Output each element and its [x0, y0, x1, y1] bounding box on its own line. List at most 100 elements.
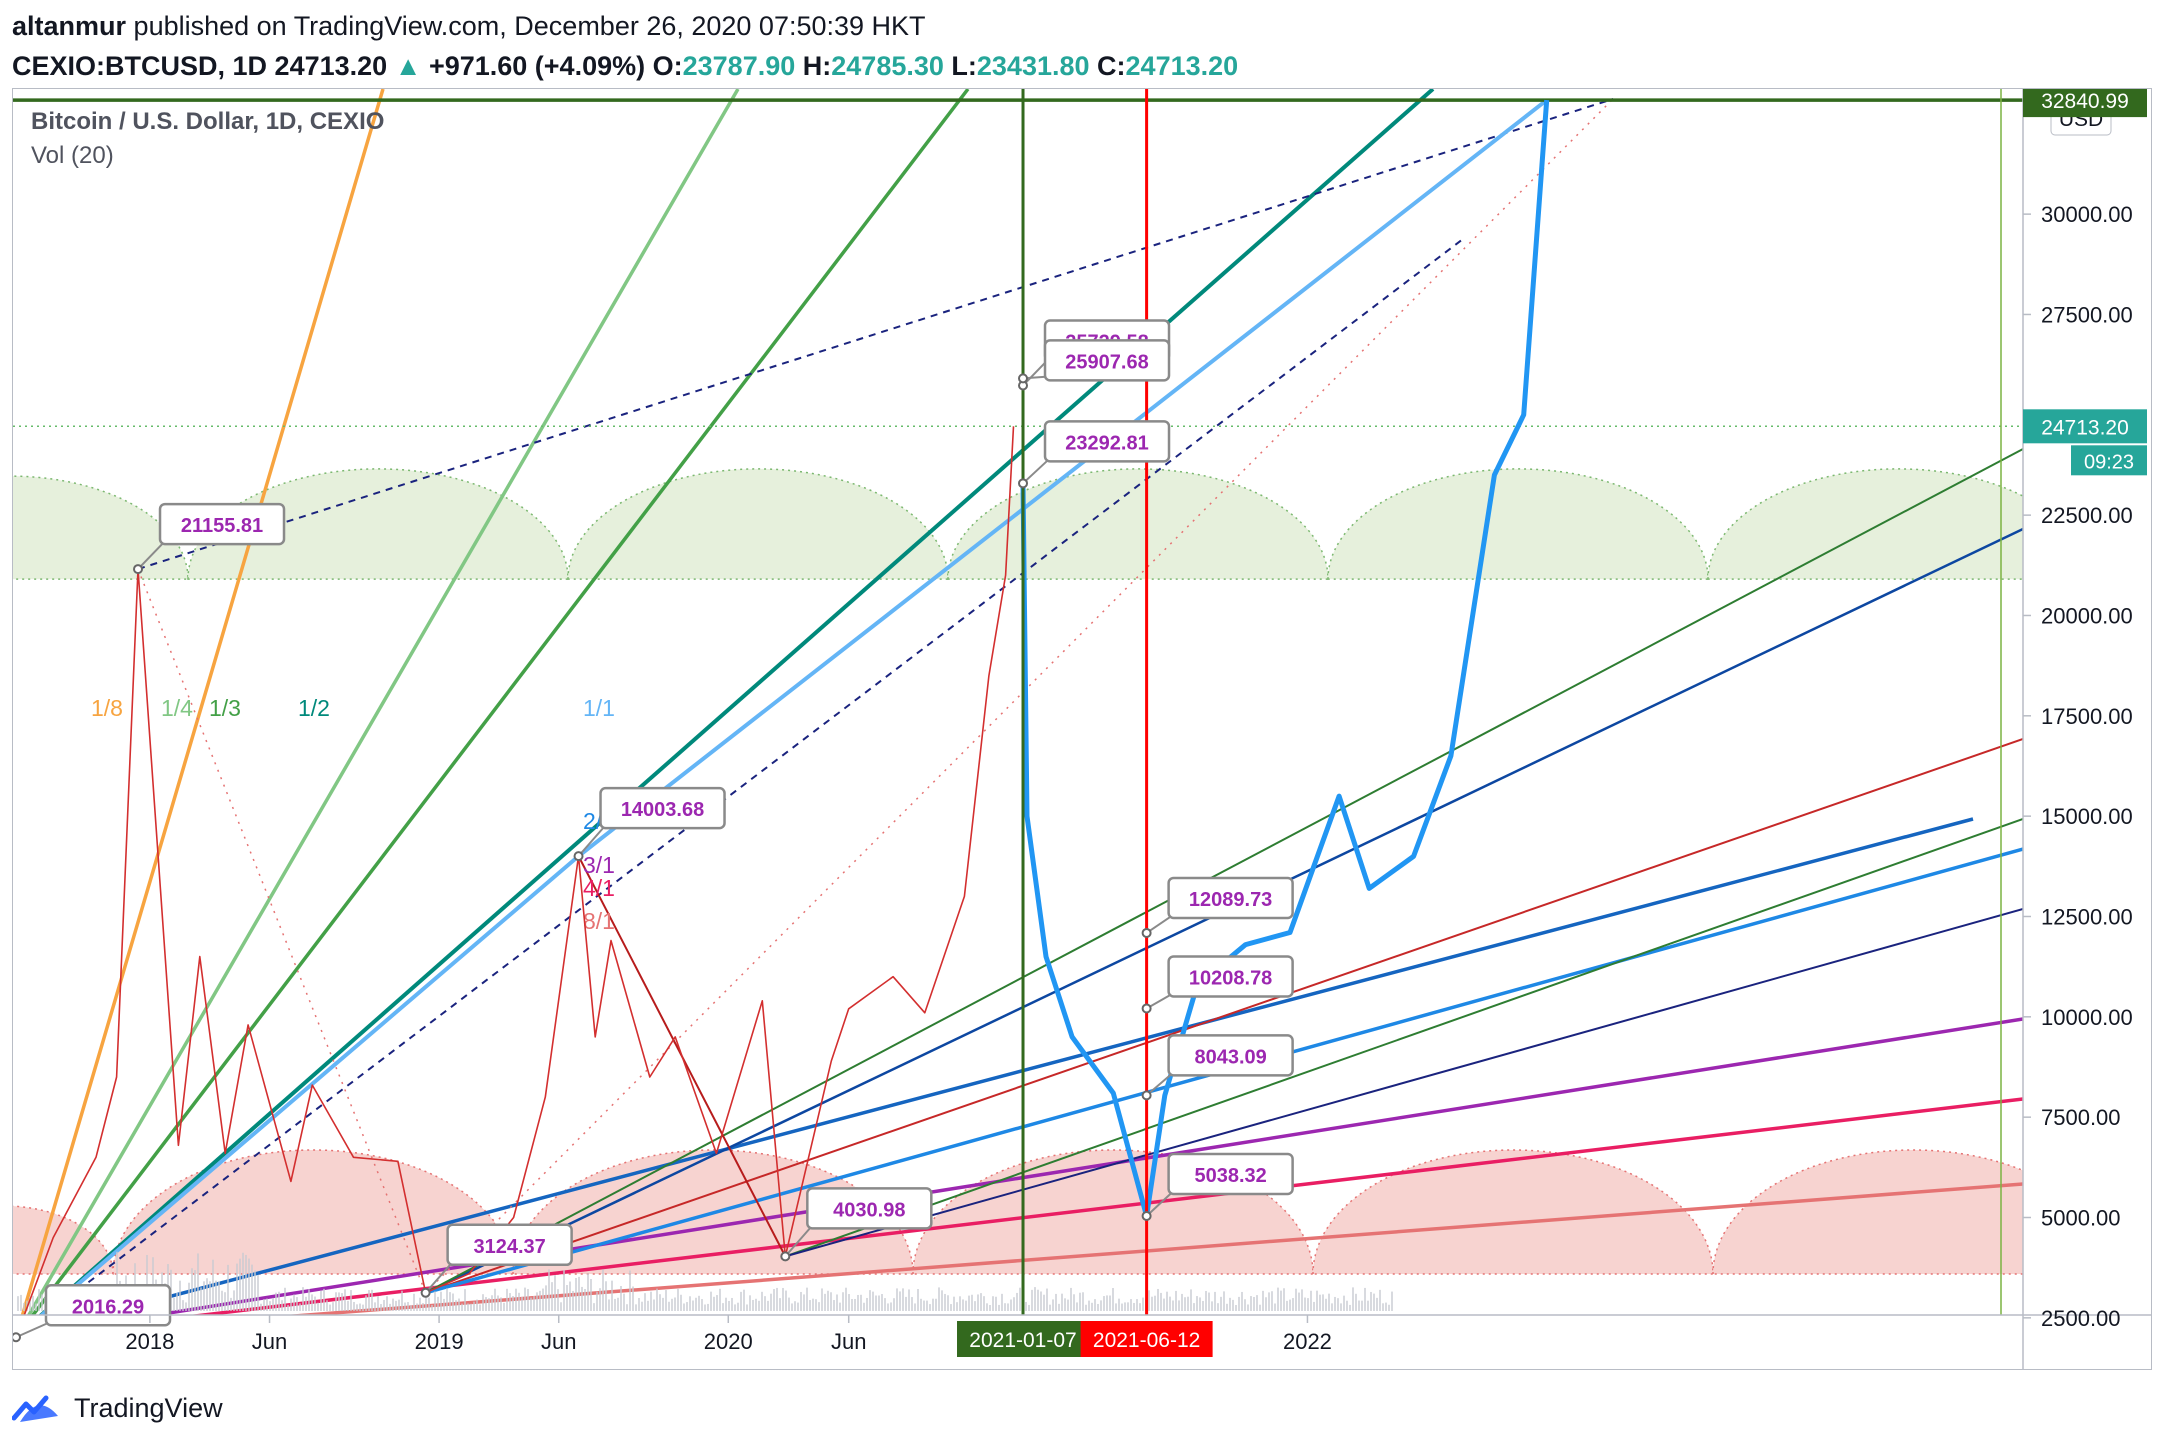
- fan-line: [26, 89, 740, 1315]
- volume-bar: [242, 1252, 244, 1311]
- countdown-tag: [2071, 445, 2147, 476]
- volume-bar: [779, 1298, 781, 1311]
- volume-bar: [1139, 1303, 1141, 1311]
- volume-bar: [443, 1298, 445, 1311]
- callout-pointer: [1145, 1189, 1176, 1217]
- volume-bar: [560, 1302, 562, 1311]
- callout-value: 21155.81: [181, 515, 263, 537]
- volume-bar: [1307, 1298, 1309, 1311]
- chart-canvas[interactable]: 1/8 1/4 1/3 1/2 1/12/13/14/18/1 2016.2921155…: [13, 89, 2151, 1369]
- volume-bar: [776, 1287, 778, 1311]
- volume-bar: [620, 1286, 622, 1311]
- volume-bar: [623, 1293, 625, 1311]
- volume-bar: [686, 1302, 688, 1311]
- volume-bar: [716, 1295, 718, 1311]
- volume-bar: [1085, 1304, 1087, 1311]
- volume-bar: [458, 1298, 460, 1311]
- callout-value: 4030.98: [833, 1199, 905, 1221]
- volume-bar: [530, 1297, 532, 1311]
- author-name[interactable]: altanmur: [12, 11, 127, 41]
- volume-bar: [1190, 1289, 1192, 1311]
- volume-bar: [497, 1295, 499, 1311]
- volume-bar: [755, 1298, 757, 1311]
- volume-bar: [797, 1302, 799, 1311]
- volume-bar: [1262, 1290, 1264, 1311]
- volume-bar: [887, 1303, 889, 1311]
- volume-bar: [116, 1251, 118, 1311]
- volume-bar: [1163, 1298, 1165, 1311]
- volume-bar: [188, 1282, 190, 1311]
- volume-bar: [668, 1301, 670, 1311]
- volume-bar: [968, 1295, 970, 1311]
- volume-bar: [1151, 1296, 1153, 1311]
- price-axis[interactable]: 42500.0040000.0037500.0035000.0030000.00…: [2023, 89, 2133, 1331]
- volume-bar: [464, 1289, 466, 1311]
- volume-bar: [851, 1298, 853, 1311]
- volume-bar: [1286, 1300, 1288, 1311]
- volume-bar: [491, 1295, 493, 1311]
- volume-bar: [680, 1294, 682, 1311]
- fan-line: [30, 89, 970, 1315]
- price-tick-label: 2500.00: [2041, 1306, 2121, 1331]
- volume-bar: [1193, 1303, 1195, 1311]
- volume-bar: [992, 1296, 994, 1311]
- volume-bar: [428, 1297, 430, 1311]
- volume-bar: [251, 1264, 253, 1311]
- price-tick-label: 10000.00: [2041, 1005, 2133, 1030]
- volume-bar: [1247, 1304, 1249, 1311]
- volume-bar: [500, 1297, 502, 1311]
- volume-bar: [767, 1300, 769, 1311]
- time-marker-tag: [1080, 1321, 1213, 1357]
- volume-bar: [806, 1287, 808, 1311]
- volume-bar: [704, 1304, 706, 1311]
- volume-bar: [1388, 1304, 1390, 1311]
- volume-bar: [191, 1268, 193, 1311]
- volume-bar: [29, 1297, 31, 1311]
- volume-bar: [506, 1288, 508, 1311]
- volume-bar: [35, 1303, 37, 1311]
- volume-bar: [1091, 1302, 1093, 1311]
- price-tick-label: 12500.00: [2041, 904, 2133, 929]
- volume-bar: [656, 1288, 658, 1311]
- volume-bar: [1358, 1300, 1360, 1311]
- red-cycle-arc: [1312, 1149, 1714, 1275]
- fan-label: 1/3: [209, 695, 241, 721]
- green-cycle-arc: [13, 475, 189, 580]
- price-series: [23, 99, 1550, 1315]
- volume-bar: [359, 1303, 361, 1311]
- volume-bar: [1088, 1300, 1090, 1311]
- volume-bar: [494, 1288, 496, 1311]
- volume-bar: [932, 1298, 934, 1311]
- volume-bar: [674, 1297, 676, 1311]
- volume-bar: [863, 1302, 865, 1311]
- callout-value: 8043.09: [1194, 1046, 1266, 1068]
- time-axis[interactable]: 2018 Jun 2019 Jun 2020 Jun 2022 2021-01-07 2021-…: [125, 1315, 1332, 1357]
- volume-bar: [644, 1293, 646, 1311]
- volume-bar: [1205, 1290, 1207, 1311]
- last-price-tag: [2023, 409, 2147, 444]
- volume-bar: [221, 1290, 223, 1311]
- chart-frame[interactable]: 1/8 1/4 1/3 1/2 1/1 2/1 3/1 4/1 8/1 2016.29 21155…: [12, 88, 2152, 1370]
- volume-bar: [332, 1302, 334, 1311]
- volume-bar: [1148, 1290, 1150, 1311]
- volume-bar: [599, 1288, 601, 1311]
- volume-bar: [290, 1298, 292, 1311]
- volume-bar: [920, 1298, 922, 1311]
- volume-bar: [587, 1273, 589, 1311]
- volume-bar: [395, 1300, 397, 1311]
- volume-bar: [698, 1295, 700, 1311]
- volume-bar: [404, 1302, 406, 1311]
- volume-bar: [1127, 1302, 1129, 1311]
- high-value: 24785.30: [831, 51, 944, 81]
- volume-bar: [1280, 1290, 1282, 1311]
- volume-bar: [1277, 1287, 1279, 1311]
- callout-box: [1167, 1034, 1294, 1077]
- time-marker-tag: [957, 1321, 1090, 1357]
- volume-bar: [1061, 1293, 1063, 1311]
- volume-bar: [482, 1294, 484, 1311]
- volume-bar: [212, 1259, 214, 1311]
- brand-name[interactable]: TradingView: [74, 1392, 223, 1423]
- volume-bar: [695, 1297, 697, 1311]
- callout-anchor: [13, 1332, 21, 1343]
- fan-label: 1/8: [91, 695, 123, 721]
